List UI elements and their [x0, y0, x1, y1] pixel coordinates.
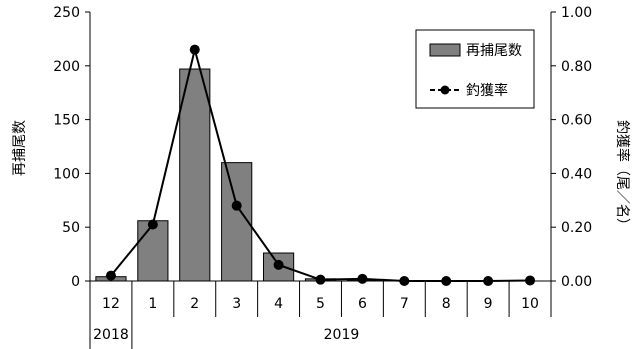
left-tick-label: 50 — [62, 220, 80, 236]
legend-line-marker — [440, 85, 450, 95]
line-series — [105, 44, 536, 286]
line-point — [315, 274, 326, 285]
x-tick-label: 7 — [400, 296, 409, 312]
x-tick-label: 6 — [358, 296, 367, 312]
tick-labels: 0 50 100 150 200 250 0.00 0.20 0.40 0.60 0.80 1.00 1… — [53, 5, 592, 343]
year-label: 2019 — [324, 327, 360, 343]
legend-bar-label: 再捕尾数 — [466, 43, 522, 59]
legend-box — [415, 29, 535, 109]
x-tick-label: 3 — [232, 296, 241, 312]
bar — [179, 68, 211, 282]
line-point — [231, 200, 242, 211]
left-tick-label: 150 — [53, 113, 80, 129]
year-label: 2018 — [93, 327, 129, 343]
x-tick-label: 8 — [442, 296, 451, 312]
line-point — [483, 276, 494, 286]
left-tick-label: 200 — [53, 59, 80, 75]
x-tick-label: 9 — [484, 296, 493, 312]
x-tick-label: 1 — [148, 296, 157, 312]
line-point — [525, 275, 536, 286]
bar — [221, 162, 253, 282]
left-tick-label: 250 — [53, 5, 80, 21]
x-tick-label: 10 — [521, 296, 539, 312]
x-tick-label: 12 — [102, 296, 120, 312]
legend-bar-swatch — [429, 43, 461, 57]
line-point — [147, 219, 158, 230]
line-point — [273, 259, 284, 270]
right-tick-label: 0.20 — [561, 220, 592, 236]
right-axis-title: 釣獲率（尾／名） — [614, 120, 631, 232]
right-tick-label: 1.00 — [561, 5, 592, 21]
left-axis-title: 再捕尾数 — [12, 120, 28, 176]
line-point — [441, 276, 452, 286]
left-tick-label: 0 — [71, 274, 80, 290]
line-point — [357, 273, 368, 284]
right-tick-label: 0.60 — [561, 113, 592, 129]
legend: 再捕尾数 釣獲率 — [415, 29, 535, 109]
right-tick-label: 0.00 — [561, 274, 592, 290]
line-point — [189, 44, 200, 55]
left-tick-label: 100 — [53, 166, 80, 182]
bar — [137, 220, 169, 282]
x-tick-label: 2 — [190, 296, 199, 312]
legend-line-label: 釣獲率 — [466, 82, 508, 99]
bar-series — [95, 68, 378, 282]
x-tick-label: 4 — [274, 296, 283, 312]
line-point — [105, 270, 116, 281]
x-tick-label: 5 — [316, 296, 325, 312]
right-tick-label: 0.80 — [561, 59, 592, 75]
right-tick-label: 0.40 — [561, 166, 592, 182]
line-point — [399, 276, 410, 286]
